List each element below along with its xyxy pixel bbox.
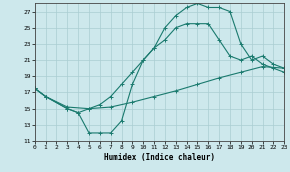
- X-axis label: Humidex (Indice chaleur): Humidex (Indice chaleur): [104, 153, 215, 162]
